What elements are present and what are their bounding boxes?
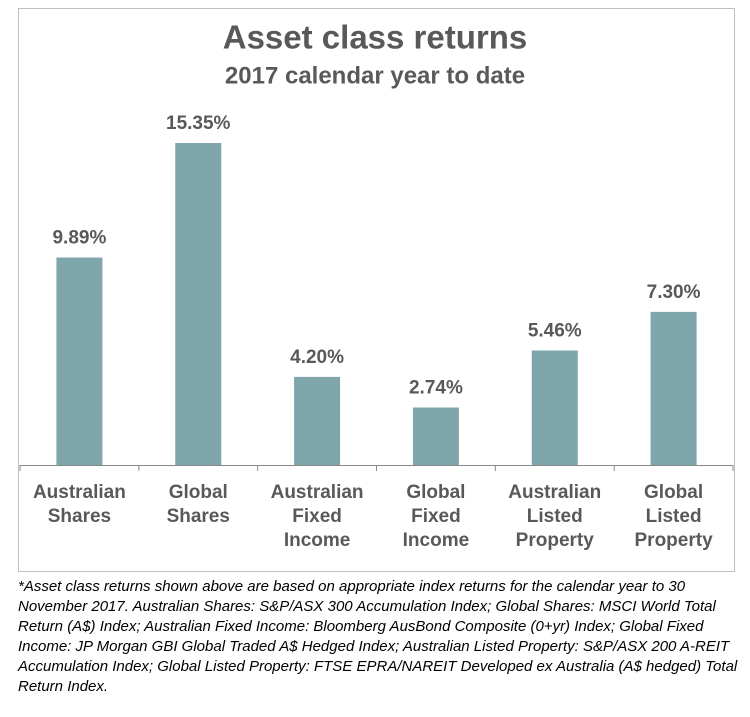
value-label: 4.20% <box>290 347 344 368</box>
footnote: *Asset class returns shown above are bas… <box>18 578 738 695</box>
chart-subtitle: 2017 calendar year to date <box>225 62 525 89</box>
bar <box>294 376 341 465</box>
value-label: 9.89% <box>52 228 106 249</box>
value-label: 7.30% <box>647 282 701 303</box>
bar <box>650 311 697 465</box>
chart: Asset class returns 2017 calendar year t… <box>18 8 735 572</box>
bar <box>175 143 222 465</box>
value-label: 15.35% <box>166 113 231 134</box>
x-tick-label: Global Listed Property <box>634 482 713 551</box>
bar <box>56 257 103 465</box>
x-tick-label: Global Shares <box>166 482 230 527</box>
x-tick-label: Australian Shares <box>32 482 126 527</box>
value-label: 5.46% <box>528 320 582 341</box>
bar <box>531 350 578 465</box>
x-tick-label: Australian Fixed Income <box>270 482 364 551</box>
x-tick-label: Australian Listed Property <box>508 482 602 551</box>
chart-border <box>18 8 735 572</box>
chart-title: Asset class returns <box>223 19 528 56</box>
x-tick-label: Global Fixed Income <box>402 482 470 551</box>
value-label: 2.74% <box>409 378 463 399</box>
bar <box>412 407 459 465</box>
